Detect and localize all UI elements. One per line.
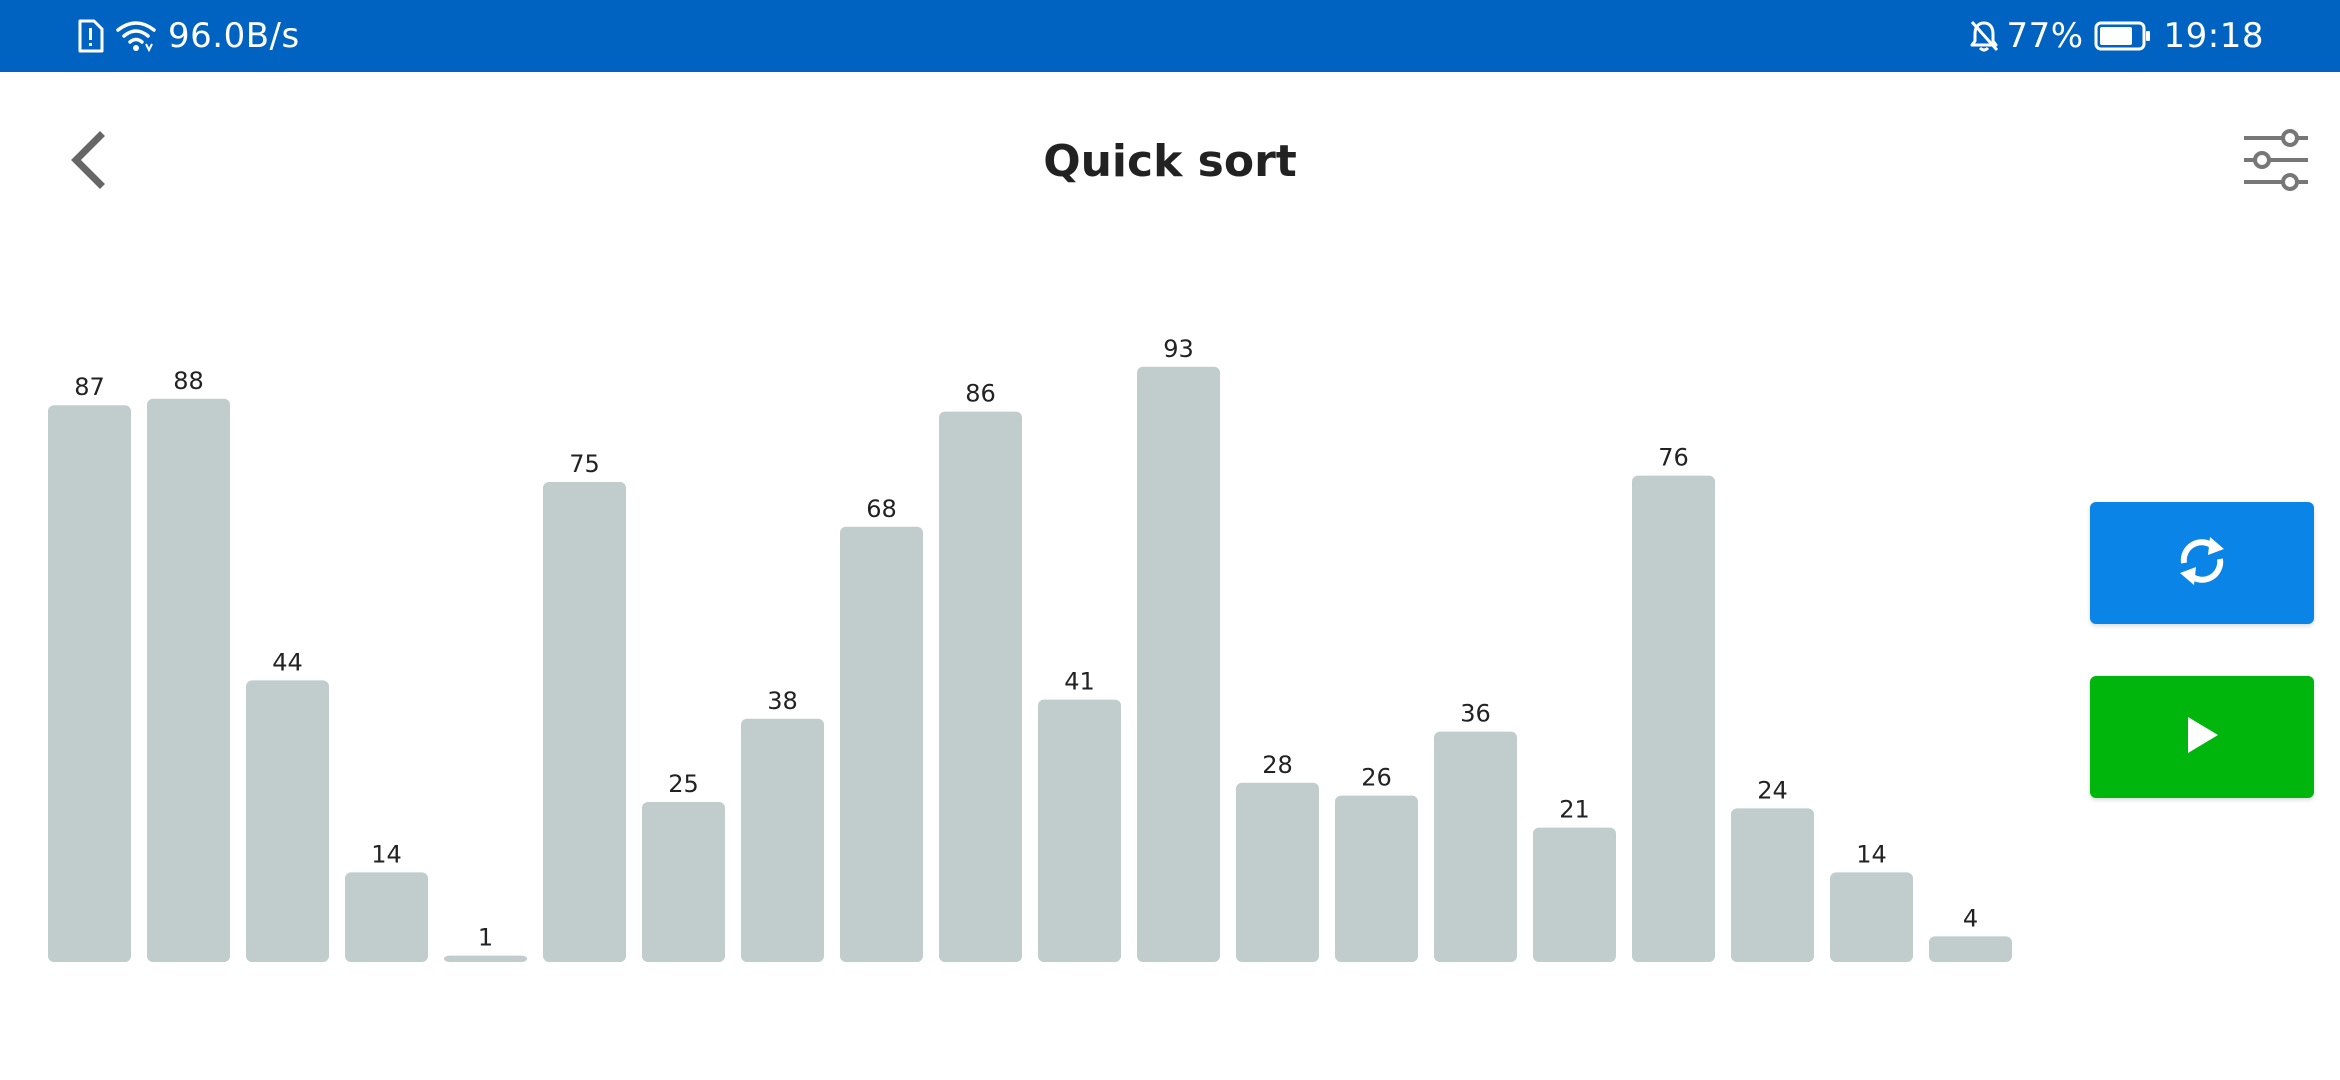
sliders-icon bbox=[2242, 128, 2310, 197]
bar-label-18: 14 bbox=[1856, 840, 1887, 868]
bar-label-15: 21 bbox=[1559, 796, 1590, 824]
shuffle-button[interactable] bbox=[2090, 502, 2314, 624]
bar-15 bbox=[1533, 827, 1616, 962]
bar-label-10: 41 bbox=[1064, 668, 1095, 696]
bar-10 bbox=[1038, 699, 1121, 962]
bar-19 bbox=[1929, 936, 2012, 962]
clock: 19:18 bbox=[2163, 16, 2264, 56]
network-speed: 96.0B/s bbox=[168, 16, 300, 56]
bar-label-11: 93 bbox=[1163, 335, 1194, 363]
status-bar-left: 96.0B/s bbox=[76, 0, 300, 72]
bar-label-1: 88 bbox=[173, 367, 204, 395]
bar-5 bbox=[543, 482, 626, 962]
bar-label-17: 24 bbox=[1757, 776, 1788, 804]
page-title: Quick sort bbox=[1043, 136, 1297, 187]
bar-label-19: 4 bbox=[1963, 904, 1978, 932]
status-bar-right: 77% 19:18 bbox=[1968, 0, 2264, 72]
bar-16 bbox=[1632, 475, 1715, 962]
bell-off-icon bbox=[1968, 19, 2000, 53]
bar-8 bbox=[840, 526, 923, 962]
bar-label-6: 25 bbox=[668, 770, 699, 798]
bar-label-14: 36 bbox=[1460, 700, 1491, 728]
sim-alert-icon bbox=[76, 19, 104, 53]
bar-label-9: 86 bbox=[965, 380, 996, 408]
bar-1 bbox=[147, 398, 230, 962]
settings-button[interactable] bbox=[2236, 122, 2316, 202]
bar-label-13: 26 bbox=[1361, 764, 1392, 792]
bar-label-8: 68 bbox=[866, 495, 897, 523]
back-button[interactable] bbox=[48, 122, 128, 202]
bar-12 bbox=[1236, 782, 1319, 962]
bar-label-7: 38 bbox=[767, 687, 798, 715]
bar-6 bbox=[642, 802, 725, 962]
bar-0 bbox=[48, 405, 131, 962]
play-button[interactable] bbox=[2090, 676, 2314, 798]
bar-label-16: 76 bbox=[1658, 444, 1689, 472]
bar-4 bbox=[444, 955, 527, 962]
bar-7 bbox=[741, 718, 824, 962]
refresh-icon bbox=[2174, 531, 2230, 596]
bar-label-0: 87 bbox=[74, 373, 105, 401]
bar-17 bbox=[1731, 808, 1814, 962]
bar-9 bbox=[939, 411, 1022, 963]
battery-icon bbox=[2094, 21, 2152, 51]
bar-label-12: 28 bbox=[1262, 751, 1293, 779]
bar-label-5: 75 bbox=[569, 450, 600, 478]
bar-14 bbox=[1434, 731, 1517, 962]
chevron-left-icon bbox=[66, 130, 110, 195]
bar-18 bbox=[1830, 872, 1913, 962]
battery-percent: 77% bbox=[2006, 16, 2084, 56]
bar-label-3: 14 bbox=[371, 840, 402, 868]
play-icon bbox=[2182, 713, 2222, 762]
status-bar: 96.0B/s 77% 19:18 bbox=[0, 0, 2340, 72]
bar-2 bbox=[246, 680, 329, 962]
bar-3 bbox=[345, 872, 428, 962]
bar-label-4: 1 bbox=[478, 924, 493, 952]
toolbar: Quick sort bbox=[0, 72, 2340, 252]
wifi-icon bbox=[116, 20, 156, 52]
bar-chart: 87 88 44 14 1 75 25 38 68 86 41 93 28 26 36 21 76 24 14 4 bbox=[48, 335, 2012, 963]
bar-13 bbox=[1335, 795, 1418, 962]
bar-label-2: 44 bbox=[272, 648, 303, 676]
bar-11 bbox=[1137, 366, 1220, 962]
